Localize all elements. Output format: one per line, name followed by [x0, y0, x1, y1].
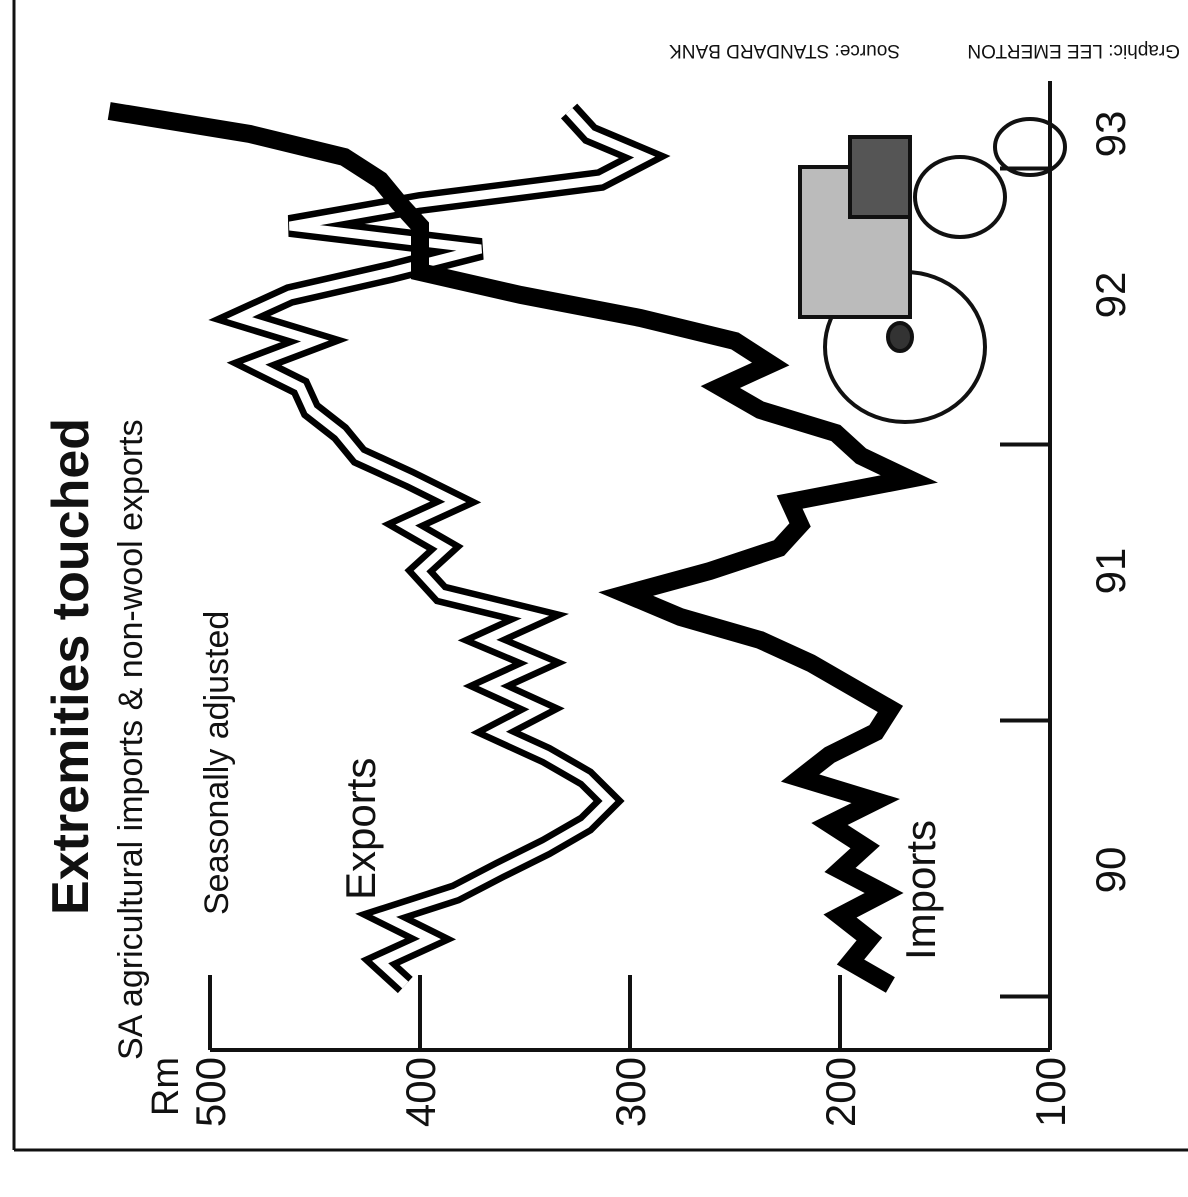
x-tick-label: 91	[1087, 548, 1134, 595]
series-line	[226, 107, 656, 989]
tractor-wheel	[993, 117, 1067, 177]
y-tick-label: 500	[187, 1057, 234, 1127]
tractor-hub	[886, 321, 914, 353]
y-tick-label: 100	[1027, 1057, 1074, 1127]
chart-subtitle: SA agricultural imports & non-wool expor…	[112, 419, 150, 1060]
credit: Graphic: LEE EMERTON	[967, 40, 1180, 61]
y-axis-label: Rm	[145, 1057, 187, 1116]
y-tick-label: 300	[607, 1057, 654, 1127]
x-tick-label: 93	[1087, 111, 1134, 158]
series-label: Imports	[897, 820, 944, 960]
rotated-chart: Extremities touched SA agricultural impo…	[42, 40, 1180, 1127]
chart-title: Extremities touched	[42, 418, 100, 915]
series-line	[107, 102, 938, 993]
y-tick-label: 400	[397, 1057, 444, 1127]
chart-note: Seasonally adjusted	[198, 611, 236, 915]
x-tick-label: 92	[1087, 272, 1134, 319]
source: Source: STANDARD BANK	[669, 40, 900, 61]
y-tick-label: 200	[817, 1057, 864, 1127]
x-tick-label: 90	[1087, 847, 1134, 894]
tractor-wheel	[913, 155, 1007, 239]
tractor-cab	[848, 135, 912, 219]
series-label: Exports	[337, 758, 384, 900]
tractor-illustration	[798, 117, 1067, 424]
